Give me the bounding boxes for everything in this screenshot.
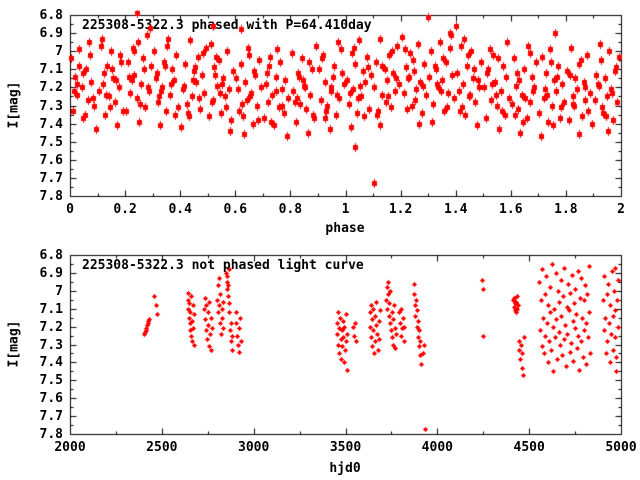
unphased-x-tick-label: 4000 xyxy=(421,440,453,455)
phased-x-tick-label: 0.8 xyxy=(278,202,303,217)
phased-x-tick-label: 0.6 xyxy=(223,202,248,217)
unphased-x-axis-label: hjd0 xyxy=(329,461,361,476)
unphased-y-tick-label: 7 xyxy=(55,283,63,299)
phased-y-tick-label: 7.7 xyxy=(39,170,63,186)
unphased-y-tick-label: 7.4 xyxy=(39,355,63,371)
phased-x-tick-label: 1.4 xyxy=(443,202,468,217)
unphased-x-tick-label: 3000 xyxy=(238,440,270,455)
phased-y-tick-label: 7.3 xyxy=(39,98,63,114)
unphased-y-tick-label: 7.8 xyxy=(39,427,63,442)
unphased-y-tick-label: 7.3 xyxy=(39,337,63,353)
phased-x-tick-label: 0.4 xyxy=(168,202,192,217)
unphased-x-tick-label: 3500 xyxy=(329,440,362,455)
unphased-x-tick-label: 5000 xyxy=(605,440,637,455)
phased-scatter-plot xyxy=(65,10,627,202)
phased-y-tick-label: 7.5 xyxy=(39,134,63,150)
phased-y-tick-label: 7.2 xyxy=(39,80,63,96)
unphased-x-tick-label: 4500 xyxy=(513,440,545,455)
phased-x-tick-label: 1 xyxy=(341,202,350,217)
unphased-y-tick-label: 7.6 xyxy=(39,391,63,407)
phased-x-axis-label: phase xyxy=(325,221,365,236)
phased-x-tick-label: 1.8 xyxy=(554,202,578,217)
phased-x-tick-label: 2 xyxy=(617,202,625,217)
phased-x-tick-label: 0.2 xyxy=(113,202,137,217)
phased-y-tick-label: 7.4 xyxy=(39,116,63,132)
phased-y-tick-label: 6.9 xyxy=(39,26,63,42)
unphased-y-tick-label: 6.9 xyxy=(39,265,63,281)
phased-y-tick-label: 7 xyxy=(55,44,63,60)
unphased-y-tick-label: 7.2 xyxy=(39,319,63,335)
unphased-x-tick-label: 2500 xyxy=(146,440,178,455)
phased-x-tick-label: 0 xyxy=(66,202,74,217)
unphased-y-tick-label: 7.5 xyxy=(39,373,63,389)
phased-x-tick-label: 1.6 xyxy=(499,202,523,217)
phased-y-tick-label: 7.8 xyxy=(39,189,63,204)
unphased-y-tick-label: 6.8 xyxy=(39,248,63,263)
phased-x-tick-label: 1.2 xyxy=(388,202,413,217)
unphased-x-tick-label: 2000 xyxy=(54,440,86,455)
phased-y-tick-label: 6.8 xyxy=(39,8,63,23)
phased-y-tick-label: 7.6 xyxy=(39,152,63,168)
unphased-y-tick-label: 7.1 xyxy=(39,301,63,317)
phased-y-tick-label: 7.1 xyxy=(39,62,63,78)
unphased-scatter-plot xyxy=(65,250,627,440)
unphased-y-tick-label: 7.7 xyxy=(39,409,63,425)
